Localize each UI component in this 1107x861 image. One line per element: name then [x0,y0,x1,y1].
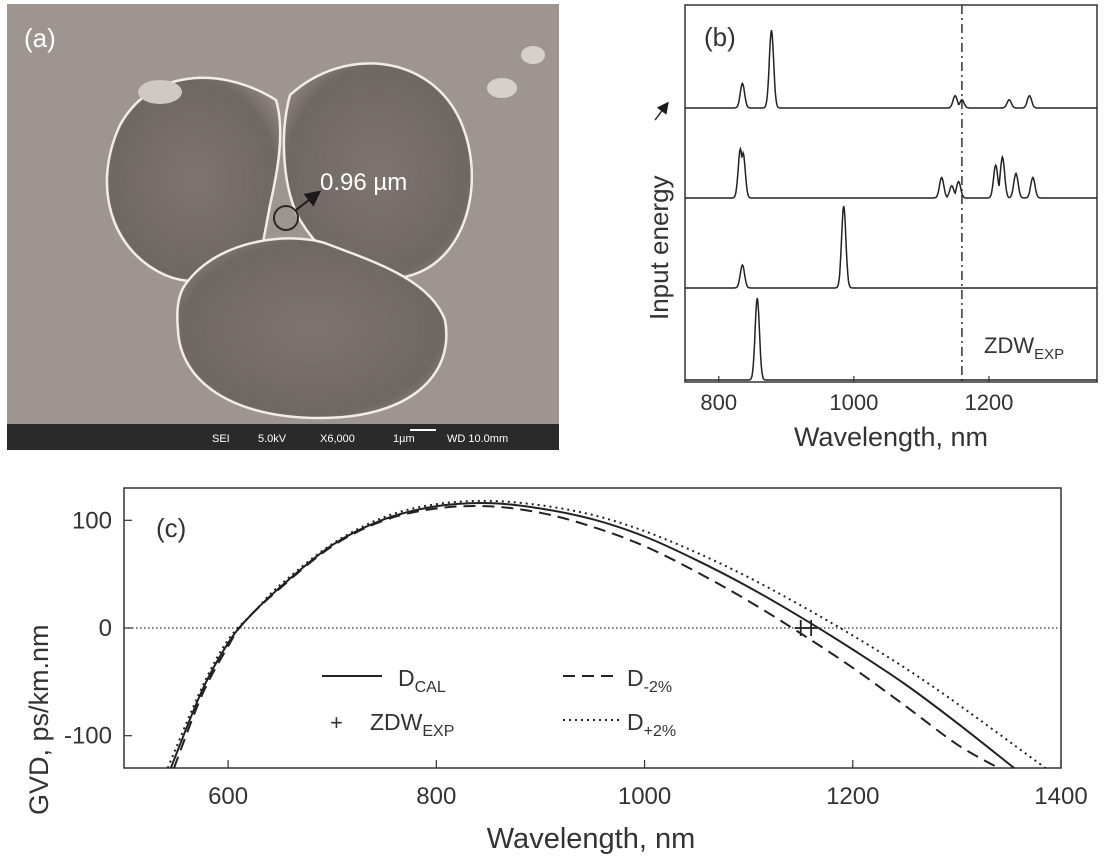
gvd-curve-d-cal [169,502,1015,769]
gvd-curve-d-2- [173,505,999,769]
sem-scale-bar-label: 1µm [393,433,415,445]
x-tick-label: 1200 [964,390,1013,415]
panel-b: (b) Input energy ZDWEXP 800 1000 1200 Wave… [644,4,1098,452]
spectrum-trace [685,29,1097,109]
panel-b-frame [684,4,1098,383]
sem-voltage: 5.0kV [258,433,287,445]
panel-b-ylabel: Input energy [644,175,674,320]
spectrum-trace [685,146,1097,199]
panel-c: (c) GVD, ps/km.nm 600 800 1000 1200 14001000… [24,487,1088,855]
x-tick-label: 1400 [1034,783,1087,810]
spectrum-trace [685,205,1097,289]
fiber-hole-bottom [176,237,448,420]
sem-working-distance: WD 10.0mm [447,433,508,445]
y-tick-label: 100 [72,507,112,534]
x-tick-label: 1000 [618,783,671,810]
core-arrow [295,190,322,211]
core-marker-circle [273,205,299,231]
panel-b-label: (b) [704,22,736,52]
core-size-label: 0.96 µm [320,169,407,196]
x-tick-label: 800 [700,390,737,415]
panel-c-ylabel: GVD, ps/km.nm [24,624,54,815]
legend: DCAL D-2% + ZDWEXP D+2% [322,665,676,740]
panel-b-xlabel: Wavelength, nm [794,422,988,452]
y-tick-label: 0 [99,615,112,642]
y-tick-label: -100 [64,723,112,750]
panel-c-label: (c) [156,513,186,543]
gvd-curve-d-2- [166,499,1046,769]
legend-label-d-cal: DCAL [398,665,446,696]
panel-c-xlabel: Wavelength, nm [487,823,695,855]
panel-a: 0.96 µm (a) SEI 5.0kV X6,000 1µm WD 10.0… [7,4,559,450]
sem-magnification: X6,000 [320,433,355,445]
x-tick-label: 800 [416,783,456,810]
legend-swatch-zdw: + [330,710,343,735]
debris-speck [138,80,182,104]
spectra-traces [685,29,1097,381]
panel-b-x-axis: 800 1000 1200 [700,376,1013,415]
sem-info-bar [7,424,559,450]
fiber-hole-right [282,62,473,280]
legend-label-zdw: ZDWEXP [370,709,454,740]
debris-speck [521,46,545,64]
debris-speck [487,78,517,98]
panel-a-label: (a) [24,23,56,53]
zdw-exp-marker [805,620,818,636]
x-tick-label: 1000 [829,390,878,415]
gvd-curves [166,499,1046,769]
zdw-exp-marker [794,620,807,636]
spectrum-trace [685,297,1097,381]
input-energy-arrow [654,101,669,121]
zdw-annotation: ZDWEXP [984,333,1064,363]
legend-label-d-plus: D+2% [627,709,676,740]
legend-label-d-minus: D-2% [627,665,672,696]
sem-detector: SEI [212,433,230,445]
x-tick-label: 600 [208,783,248,810]
x-tick-label: 1200 [826,783,879,810]
